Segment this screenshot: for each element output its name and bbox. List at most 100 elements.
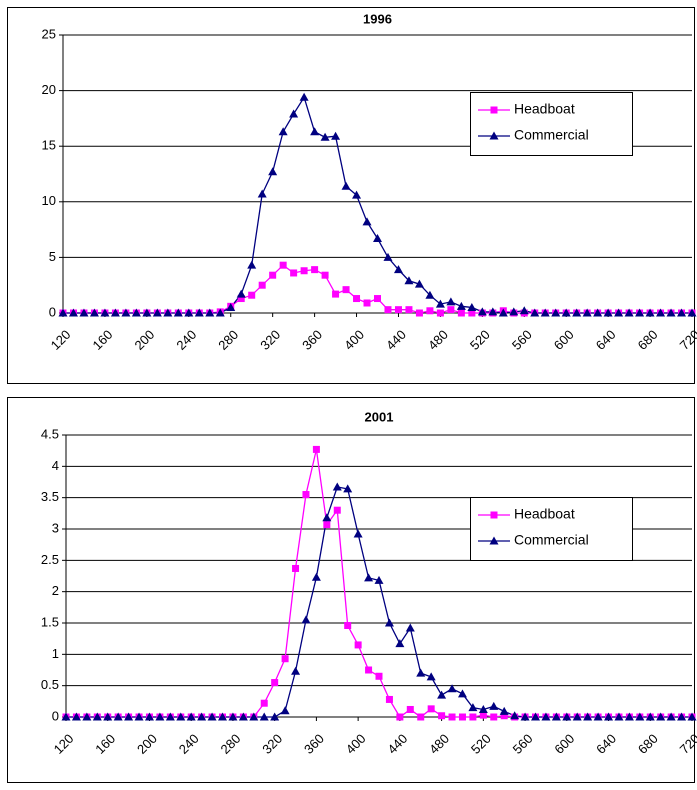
marker bbox=[207, 712, 217, 721]
y-tick-label: 2 bbox=[52, 583, 59, 598]
marker bbox=[205, 308, 215, 317]
y-tick-label: 4.5 bbox=[41, 426, 59, 441]
marker bbox=[218, 712, 227, 721]
marker bbox=[152, 308, 162, 317]
legend: Headboat Commercial bbox=[470, 497, 633, 561]
y-tick-label: 25 bbox=[42, 26, 56, 41]
marker bbox=[331, 131, 341, 140]
marker bbox=[488, 307, 498, 316]
marker bbox=[375, 672, 383, 680]
marker bbox=[110, 308, 120, 317]
legend-label: Headboat bbox=[514, 101, 575, 117]
marker bbox=[490, 713, 498, 721]
marker bbox=[500, 712, 508, 720]
y-tick-label: 2.5 bbox=[41, 552, 59, 567]
marker bbox=[666, 308, 676, 317]
y-tick-label: 15 bbox=[42, 138, 56, 153]
marker bbox=[299, 92, 309, 101]
marker bbox=[551, 308, 561, 317]
marker bbox=[215, 308, 225, 317]
marker bbox=[426, 672, 436, 681]
marker bbox=[184, 308, 194, 317]
marker bbox=[645, 308, 655, 317]
marker bbox=[344, 622, 352, 630]
marker bbox=[490, 106, 498, 114]
marker bbox=[237, 295, 245, 303]
marker bbox=[593, 712, 603, 721]
marker bbox=[604, 712, 614, 721]
marker bbox=[405, 623, 415, 632]
marker bbox=[395, 639, 405, 648]
marker bbox=[176, 712, 186, 721]
chart-frame bbox=[7, 397, 695, 783]
chart-frame bbox=[7, 7, 695, 384]
marker bbox=[121, 308, 131, 317]
marker bbox=[124, 712, 134, 721]
marker bbox=[320, 132, 330, 141]
marker bbox=[469, 713, 477, 721]
marker bbox=[258, 281, 266, 289]
marker bbox=[414, 279, 424, 288]
marker bbox=[677, 712, 687, 721]
marker bbox=[165, 712, 175, 721]
marker bbox=[624, 308, 634, 317]
marker bbox=[458, 713, 466, 721]
marker bbox=[61, 712, 71, 721]
marker bbox=[656, 712, 666, 721]
marker bbox=[278, 127, 288, 136]
marker bbox=[541, 712, 551, 721]
marker bbox=[311, 572, 321, 581]
marker bbox=[614, 712, 624, 721]
chart-title: 1996 bbox=[363, 11, 392, 26]
marker bbox=[383, 252, 393, 261]
marker bbox=[134, 712, 144, 721]
marker bbox=[457, 309, 465, 317]
marker bbox=[131, 308, 141, 317]
marker bbox=[142, 308, 152, 317]
marker bbox=[249, 712, 259, 721]
marker bbox=[259, 712, 269, 721]
marker bbox=[467, 302, 477, 311]
marker bbox=[144, 712, 154, 721]
marker bbox=[687, 308, 697, 317]
marker bbox=[194, 308, 204, 317]
marker bbox=[666, 712, 676, 721]
legend-label: Headboat bbox=[514, 506, 575, 522]
marker bbox=[687, 712, 697, 721]
marker bbox=[58, 308, 68, 317]
marker bbox=[291, 666, 301, 675]
y-tick-label: 0 bbox=[52, 708, 59, 723]
marker bbox=[572, 308, 582, 317]
marker bbox=[531, 712, 540, 721]
marker bbox=[257, 189, 267, 198]
y-tick-label: 0.5 bbox=[41, 677, 59, 692]
marker bbox=[562, 712, 572, 721]
marker bbox=[352, 190, 362, 199]
marker bbox=[438, 712, 446, 720]
marker bbox=[268, 167, 278, 176]
marker bbox=[311, 266, 319, 274]
marker bbox=[624, 712, 634, 721]
marker bbox=[405, 306, 413, 314]
legend-box bbox=[470, 92, 633, 156]
marker bbox=[426, 307, 434, 315]
marker bbox=[332, 290, 340, 298]
marker bbox=[322, 513, 332, 522]
marker bbox=[468, 703, 478, 712]
marker bbox=[477, 307, 487, 316]
chart-title: 2001 bbox=[365, 409, 394, 424]
marker bbox=[289, 109, 299, 118]
marker bbox=[365, 666, 373, 674]
marker bbox=[362, 217, 372, 226]
marker bbox=[447, 306, 455, 314]
marker bbox=[404, 276, 414, 285]
marker bbox=[374, 575, 384, 584]
marker bbox=[321, 271, 329, 279]
marker bbox=[271, 679, 279, 687]
y-tick-label: 20 bbox=[42, 82, 56, 97]
y-tick-label: 3 bbox=[52, 520, 59, 535]
marker bbox=[551, 712, 561, 721]
marker bbox=[228, 712, 238, 721]
marker bbox=[247, 260, 257, 269]
marker bbox=[280, 706, 290, 715]
